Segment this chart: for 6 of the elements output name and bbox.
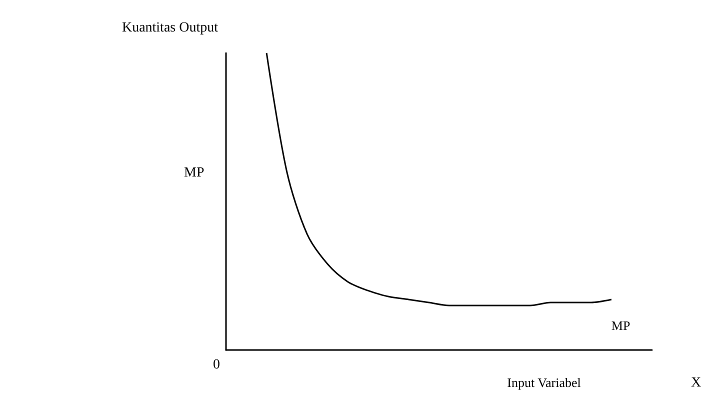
- text: 0: [213, 358, 220, 372]
- x-axis-title: Input Variabel: [507, 375, 582, 390]
- series-label: MP: [611, 318, 630, 334]
- text: MP: [184, 166, 204, 180]
- y-axis-title: Kuantitas Output: [122, 20, 218, 36]
- text: X: [691, 376, 702, 390]
